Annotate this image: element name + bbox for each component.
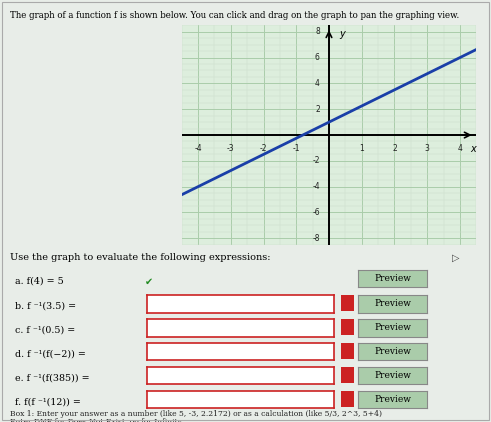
Text: e. f ⁻¹(f(385)) =: e. f ⁻¹(f(385)) = <box>15 373 89 382</box>
Text: Use the graph to evaluate the following expressions:: Use the graph to evaluate the following … <box>10 253 271 262</box>
Text: 2: 2 <box>392 144 397 153</box>
Text: 2: 2 <box>315 105 320 114</box>
Text: -2: -2 <box>312 157 320 165</box>
Text: a. f(4) = 5: a. f(4) = 5 <box>15 276 63 285</box>
Text: -4: -4 <box>194 144 202 153</box>
Text: Preview: Preview <box>374 274 411 283</box>
Text: Enter DNE for Does Not Exist, oo for Infinity: Enter DNE for Does Not Exist, oo for Inf… <box>10 418 182 422</box>
Text: y: y <box>339 29 345 39</box>
Text: 1: 1 <box>359 144 364 153</box>
Text: b. f ⁻¹(3.5) =: b. f ⁻¹(3.5) = <box>15 302 76 311</box>
Text: -4: -4 <box>312 182 320 191</box>
Text: -3: -3 <box>227 144 235 153</box>
Text: -1: -1 <box>293 144 300 153</box>
Text: -8: -8 <box>312 234 320 243</box>
Text: x: x <box>470 144 476 154</box>
Text: -2: -2 <box>260 144 267 153</box>
Text: 8: 8 <box>315 27 320 36</box>
Text: Preview: Preview <box>374 323 411 333</box>
Text: 4: 4 <box>458 144 463 153</box>
Text: -6: -6 <box>312 208 320 217</box>
Text: Preview: Preview <box>374 395 411 404</box>
Text: Preview: Preview <box>374 299 411 308</box>
Text: Preview: Preview <box>374 347 411 356</box>
Text: Preview: Preview <box>374 371 411 380</box>
Text: f. f(f ⁻¹(12)) =: f. f(f ⁻¹(12)) = <box>15 398 81 406</box>
Text: Box 1: Enter your answer as a number (like 5, -3, 2.2172) or as a calculation (l: Box 1: Enter your answer as a number (li… <box>10 410 382 418</box>
Text: d. f ⁻¹(f(−2)) =: d. f ⁻¹(f(−2)) = <box>15 349 85 358</box>
Text: 4: 4 <box>315 79 320 88</box>
Text: ✔: ✔ <box>145 276 153 287</box>
Text: ▷: ▷ <box>452 253 459 263</box>
Text: 6: 6 <box>315 53 320 62</box>
Text: 3: 3 <box>425 144 430 153</box>
Text: c. f ⁻¹(0.5) =: c. f ⁻¹(0.5) = <box>15 326 75 335</box>
Text: The graph of a function f is shown below. You can click and drag on the graph to: The graph of a function f is shown below… <box>10 11 459 19</box>
